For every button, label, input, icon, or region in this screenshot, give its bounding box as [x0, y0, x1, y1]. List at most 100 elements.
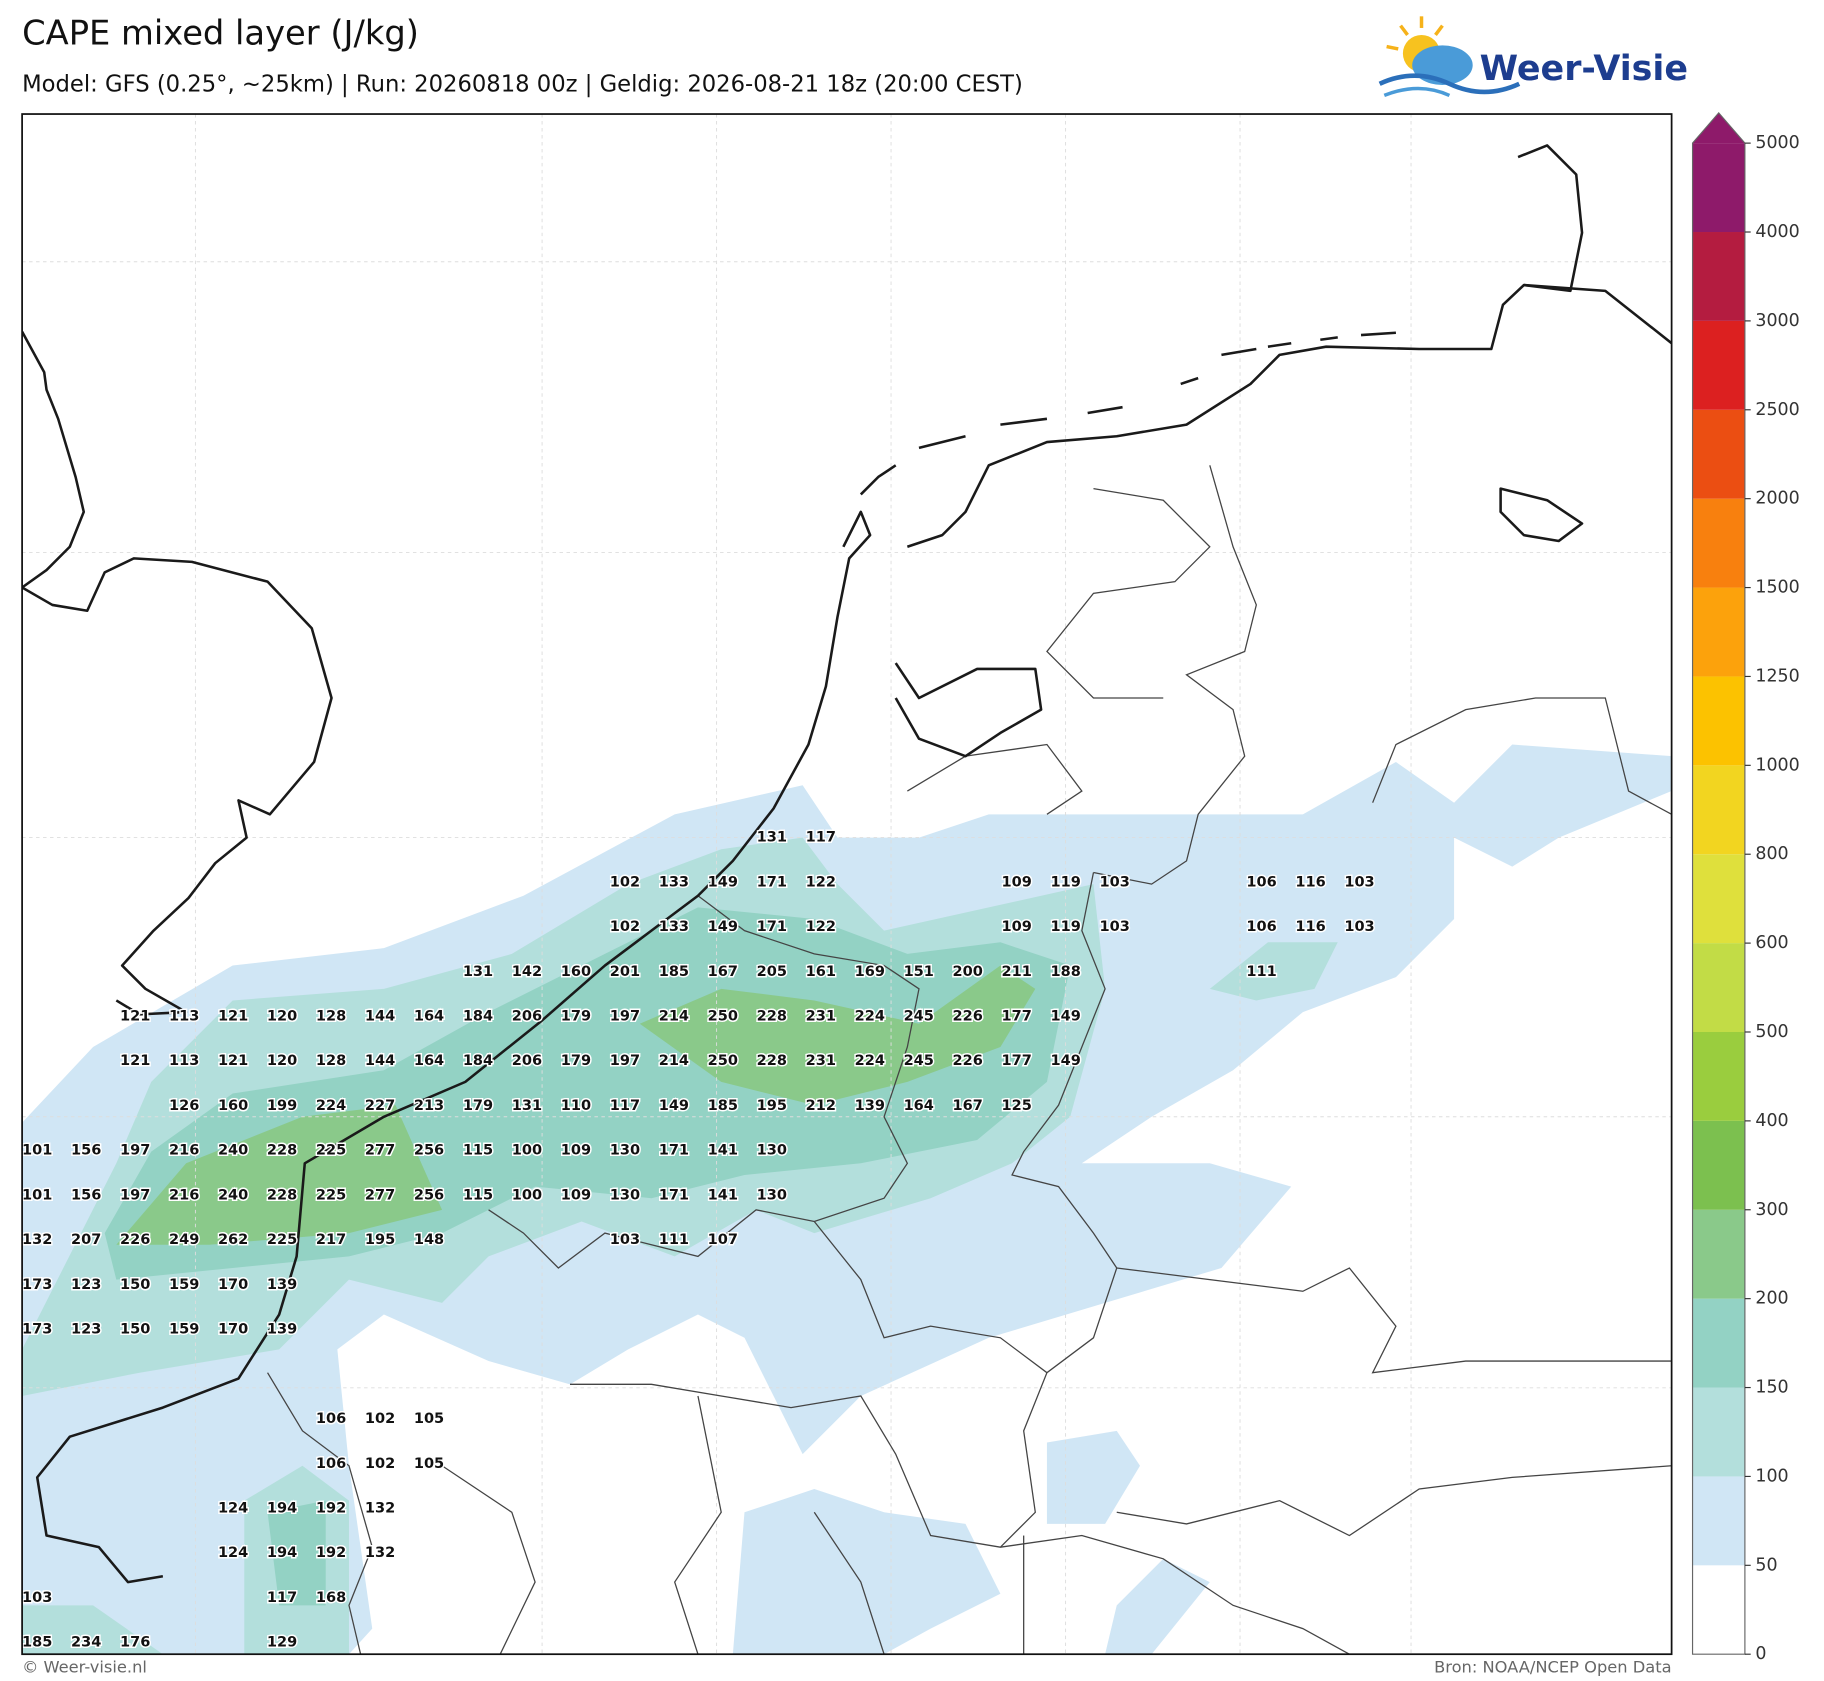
value-label: 102 — [365, 1411, 395, 1427]
value-label: 170 — [218, 1277, 248, 1293]
value-label: 121 — [218, 1009, 248, 1025]
value-label: 277 — [365, 1187, 395, 1203]
value-label: 123 — [71, 1277, 101, 1293]
value-label: 277 — [365, 1143, 395, 1159]
value-label: 250 — [708, 1009, 738, 1025]
cape-field — [22, 744, 1672, 1655]
value-label: 156 — [71, 1143, 101, 1159]
value-label: 133 — [659, 874, 689, 890]
value-label: 245 — [904, 1053, 934, 1069]
value-label: 228 — [267, 1187, 297, 1203]
value-label: 109 — [1002, 874, 1032, 890]
value-label: 225 — [316, 1143, 346, 1159]
value-label: 245 — [904, 1009, 934, 1025]
value-label: 185 — [708, 1098, 738, 1114]
value-label: 176 — [120, 1635, 150, 1651]
value-label: 144 — [365, 1009, 395, 1025]
colorbar-tick-label: 400 — [1755, 1111, 1788, 1131]
value-label: 206 — [512, 1053, 542, 1069]
value-label: 130 — [610, 1187, 640, 1203]
value-label: 130 — [610, 1143, 640, 1159]
value-label: 109 — [561, 1187, 591, 1203]
value-label: 101 — [22, 1143, 52, 1159]
value-label: 167 — [708, 964, 738, 980]
colorbar-band — [1692, 1120, 1745, 1210]
cape-area — [22, 1605, 163, 1655]
value-label: 103 — [1099, 919, 1129, 935]
colorbar-tick-label: 0 — [1755, 1644, 1766, 1664]
value-label: 171 — [659, 1143, 689, 1159]
value-label: 201 — [610, 964, 640, 980]
subtitle: Model: GFS (0.25°, ~25km) | Run: 2026081… — [22, 71, 1023, 97]
value-label: 170 — [218, 1322, 248, 1338]
value-label: 224 — [855, 1009, 885, 1025]
value-label: 159 — [169, 1322, 199, 1338]
value-labels: 131 117 102 133 149 171 122 109 119 103 106 116 103 1… — [22, 828, 1376, 1652]
colorbar-band — [1692, 854, 1745, 944]
logo: Weer-Visie — [1378, 16, 1688, 98]
value-label: 115 — [463, 1143, 493, 1159]
value-label: 228 — [757, 1009, 787, 1025]
value-label: 225 — [267, 1232, 297, 1248]
value-label: 211 — [1002, 964, 1032, 980]
value-label: 107 — [708, 1232, 738, 1248]
value-label: 213 — [414, 1098, 444, 1114]
colorbar-band — [1692, 1565, 1745, 1655]
value-label: 231 — [806, 1009, 836, 1025]
cape-area — [116, 1105, 443, 1245]
value-label: 129 — [267, 1635, 297, 1651]
logo-text: Weer-Visie — [1480, 49, 1688, 89]
value-label: 184 — [463, 1009, 493, 1025]
value-label: 109 — [1002, 919, 1032, 935]
value-label: 139 — [855, 1098, 885, 1114]
value-label: 197 — [610, 1053, 640, 1069]
value-label: 224 — [316, 1098, 346, 1114]
value-label: 132 — [365, 1501, 395, 1517]
value-label: 117 — [267, 1590, 297, 1606]
map: 131 117 102 133 149 171 122 109 119 103 106 116 103 1… — [22, 114, 1672, 1655]
colorbar-band — [1692, 1031, 1745, 1121]
colorbar-tick-label: 4000 — [1755, 222, 1799, 242]
value-label: 111 — [1246, 964, 1276, 980]
value-label: 160 — [561, 964, 591, 980]
value-label: 226 — [953, 1053, 983, 1069]
value-label: 132 — [365, 1545, 395, 1561]
value-label: 149 — [708, 874, 738, 890]
value-label: 130 — [757, 1187, 787, 1203]
value-label: 119 — [1050, 919, 1080, 935]
value-label: 228 — [267, 1143, 297, 1159]
value-label: 224 — [855, 1053, 885, 1069]
value-label: 169 — [855, 964, 885, 980]
value-label: 113 — [169, 1053, 199, 1069]
value-label: 141 — [708, 1187, 738, 1203]
value-label: 110 — [561, 1098, 591, 1114]
value-label: 206 — [512, 1009, 542, 1025]
value-label: 125 — [1002, 1098, 1032, 1114]
value-label: 148 — [414, 1232, 444, 1248]
colorbar-frame — [1691, 111, 1746, 1655]
value-label: 256 — [414, 1187, 444, 1203]
value-label: 121 — [120, 1053, 150, 1069]
value-label: 217 — [316, 1232, 346, 1248]
value-label: 179 — [561, 1053, 591, 1069]
colorbar-band — [1692, 143, 1745, 233]
value-label: 161 — [806, 964, 836, 980]
value-label: 106 — [316, 1411, 346, 1427]
colorbar-band — [1692, 320, 1745, 410]
value-label: 171 — [757, 874, 787, 890]
colorbar-band — [1692, 409, 1745, 499]
value-label: 117 — [806, 830, 836, 846]
value-label: 149 — [659, 1098, 689, 1114]
colorbar-band — [1692, 1387, 1745, 1477]
value-label: 185 — [22, 1635, 52, 1651]
colorbar-extend — [1692, 112, 1745, 144]
graticule — [22, 114, 1672, 1655]
footer-left: © Weer-visie.nl — [22, 1658, 147, 1677]
value-label: 102 — [610, 919, 640, 935]
value-label: 240 — [218, 1143, 248, 1159]
value-label: 197 — [610, 1009, 640, 1025]
colorbar-band — [1692, 1209, 1745, 1299]
value-label: 179 — [463, 1098, 493, 1114]
value-label: 226 — [120, 1232, 150, 1248]
value-label: 131 — [463, 964, 493, 980]
